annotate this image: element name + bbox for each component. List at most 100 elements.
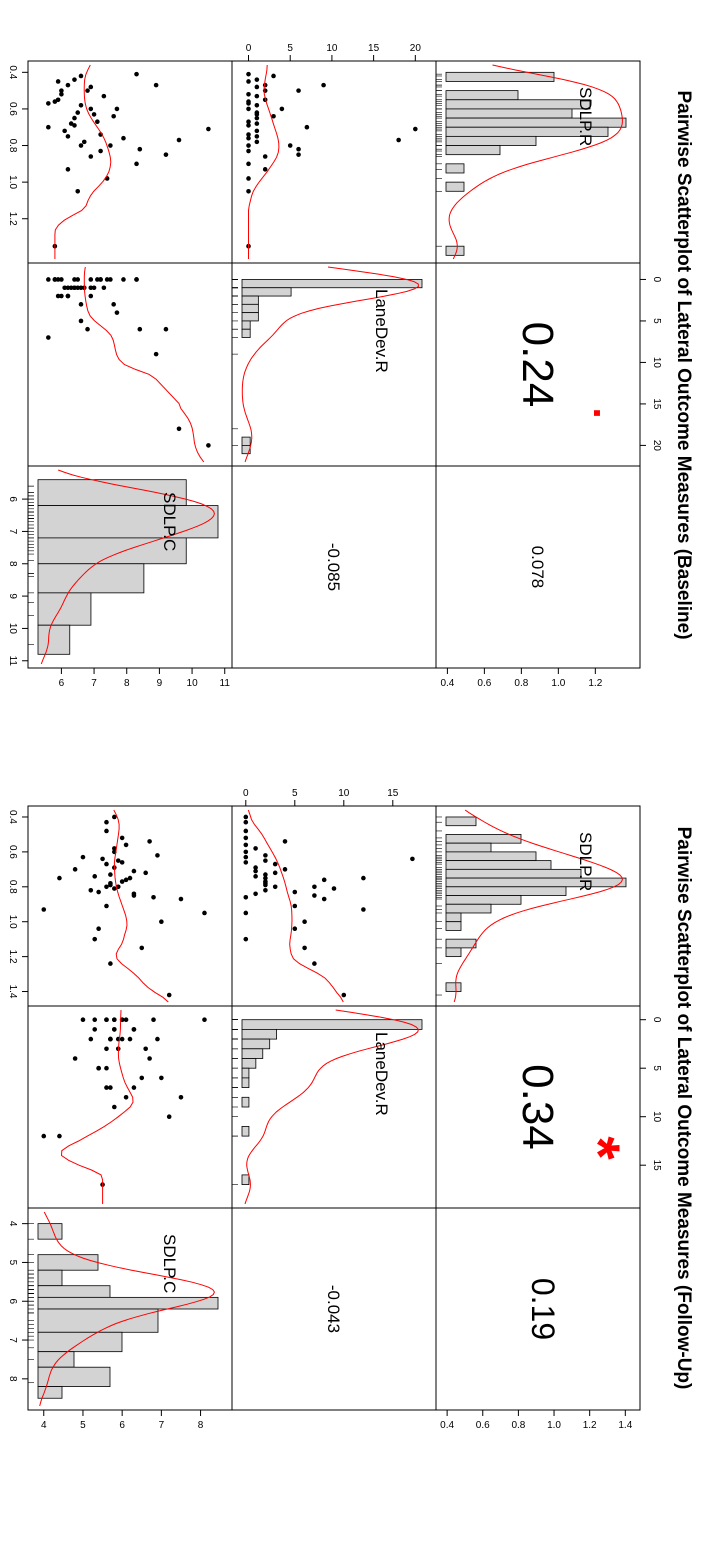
scatter-point [361,907,366,912]
scatter-point [253,891,258,897]
histogram-bar [37,1331,123,1353]
scatter-point [92,874,98,879]
scatter-point [88,84,94,90]
scatter-point [101,285,107,291]
histogram-bar [445,851,537,862]
scatter-point [111,113,116,119]
scatter-point [104,1046,109,1052]
scatter-point [72,285,77,291]
scatter-point [127,1036,133,1042]
scatter-point [272,870,278,876]
scatter-point [254,121,260,126]
scatter-point [108,277,113,282]
scatter-point [321,82,326,88]
axis-tick-label: 1.0 [551,678,565,689]
axis-tick-label: 10 [187,678,199,689]
scatter-point [176,426,182,432]
scatter-point [271,73,276,79]
histogram-bar [37,1308,159,1333]
significance-mark: . [585,407,629,418]
scatter-point [121,135,126,141]
scatter-point [296,146,301,152]
histogram-bar [241,1096,250,1108]
scatter-point [72,123,77,128]
scatter-point [59,277,64,282]
histogram-bar [37,1285,111,1298]
histogram-bar [241,295,259,305]
cell-SDLP.R-SDLP.C: 0.078 [435,465,641,669]
density-curve [40,469,215,665]
axis-tick-label: 1.2 [7,212,18,226]
axis-tick-label: 5 [80,1420,86,1431]
histogram-bar [445,903,492,914]
scatter-point [262,154,268,159]
scatter-point [104,861,109,867]
scatter-point [282,867,288,872]
scatter-point [131,1085,137,1090]
scatter-point [75,188,81,194]
scatter-point [243,854,249,860]
scatter-point [62,285,67,291]
scatter-point [139,1075,145,1081]
histogram-bar [241,320,251,330]
smoother-line [248,64,280,259]
scatter-point [104,1065,109,1071]
axis-tick-label: 0.6 [477,678,491,689]
scatter-point [155,853,160,858]
axis-tick-label: 10 [651,357,662,369]
scatter-point [123,1095,129,1100]
axis-tick-label: 0.8 [514,678,528,689]
scatter-point [246,132,251,137]
correlation-value: 0.34 [513,1064,562,1150]
scatter-point [166,992,172,998]
cell-SDLP.C-SDLP.C: SDLP.C [27,1207,233,1411]
scatter-point [134,277,139,282]
cell-SDLP.R-LaneDev.R: 0.24. [435,262,641,467]
scatter-point [263,858,268,863]
scatter-point [254,77,260,82]
scatter-point [123,842,129,848]
scatter-point [65,293,71,299]
scatter-point [263,872,268,877]
scatter-point [155,1036,160,1042]
scatter-point [263,881,268,886]
scatter-point [52,277,58,282]
variable-label: LaneDev.R [372,1032,391,1116]
histogram-bar [445,245,465,256]
scatter-point [153,351,159,357]
scatter-point [119,835,125,841]
scatter-point [78,318,84,324]
scatter-point [78,143,84,148]
smoother-line [83,266,205,463]
histogram-bar [445,912,462,923]
cell-SDLP.R-LaneDev.R: 0.34 * [435,1005,641,1209]
cell-LaneDev.R-SDLP.C: -0.043 [231,1207,437,1411]
scatter-point [159,1075,164,1081]
axis-tick-label: 0 [651,277,662,283]
cell-frame [27,262,233,467]
scatter-point [114,310,120,315]
scatter-point [279,106,285,112]
histogram-bar [445,982,462,992]
scatter-point [272,884,278,890]
axis-tick-label: 8 [124,678,130,689]
scatter-point [312,893,317,898]
histogram-bar [241,1067,250,1079]
histogram-bar [241,1077,250,1089]
axis-tick-label: 8 [7,561,18,567]
cell-SDLP.C-LaneDev.R [27,1005,233,1209]
scatter-point [92,1027,98,1032]
histogram-bar [445,895,522,905]
scatter-point [254,128,260,134]
scatter-point [88,106,94,112]
histogram-bar [445,842,492,853]
scatter-point [81,139,87,145]
scatter-point [246,71,251,77]
scatter-point [108,1036,113,1042]
histogram-bar [241,1174,250,1186]
scatter-point [88,285,94,291]
axis-tick-label: 6 [119,1420,125,1431]
cell-LaneDev.R-LaneDev.R: LaneDev.R [231,262,437,467]
histogram-bar [445,886,567,896]
scatter-point [78,302,84,307]
